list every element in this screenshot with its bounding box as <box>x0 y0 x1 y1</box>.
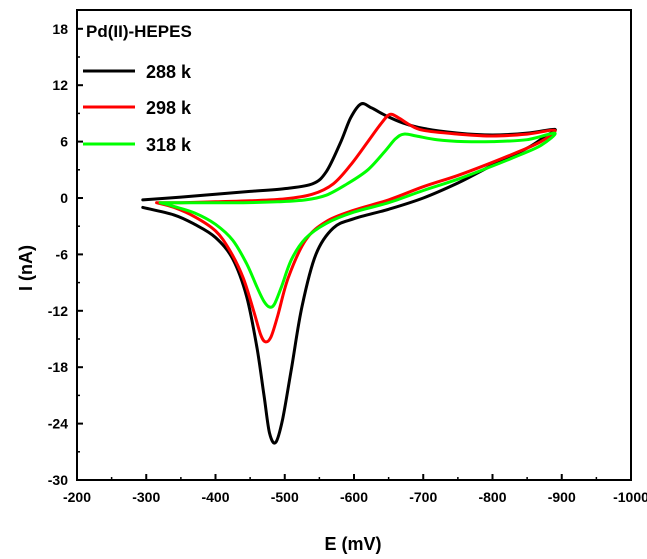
legend: Pd(II)-HEPES 288 k 298 k 318 k <box>83 22 192 155</box>
y-tick-label: -18 <box>48 359 68 375</box>
y-axis: -30 -24 -18 -12 -6 0 6 12 18 <box>48 21 83 488</box>
legend-title: Pd(II)-HEPES <box>86 22 192 41</box>
y-axis-title: I (nA) <box>16 245 36 291</box>
x-tick-label: -700 <box>409 489 437 505</box>
x-tick-label: -600 <box>340 489 368 505</box>
legend-label-288k: 288 k <box>146 62 192 82</box>
x-tick-label: -300 <box>132 489 160 505</box>
y-tick-label: 6 <box>60 134 68 150</box>
x-tick-label: -200 <box>63 489 91 505</box>
y-tick-label: 12 <box>52 77 68 93</box>
series-layer <box>141 102 557 445</box>
y-tick-label: -6 <box>56 246 69 262</box>
x-tick-label: -500 <box>271 489 299 505</box>
x-tick-label: -800 <box>478 489 506 505</box>
x-axis-title: E (mV) <box>324 534 381 554</box>
y-tick-label: -30 <box>48 472 68 488</box>
x-axis: -200 -300 -400 -500 -600 -700 -800 -900 -1000 <box>63 474 647 505</box>
legend-label-318k: 318 k <box>146 135 192 155</box>
y-tick-label: 0 <box>60 190 68 206</box>
x-tick-label: -900 <box>548 489 576 505</box>
series-line-298k <box>155 112 557 344</box>
y-tick-label: -12 <box>48 303 68 319</box>
y-tick-label: -24 <box>48 416 68 432</box>
legend-label-298k: 298 k <box>146 98 192 118</box>
series-line-318k <box>158 131 557 309</box>
series-line-288k <box>141 102 557 445</box>
x-tick-label: -1000 <box>613 489 647 505</box>
x-tick-label: -400 <box>201 489 229 505</box>
y-tick-label: 18 <box>52 21 68 37</box>
